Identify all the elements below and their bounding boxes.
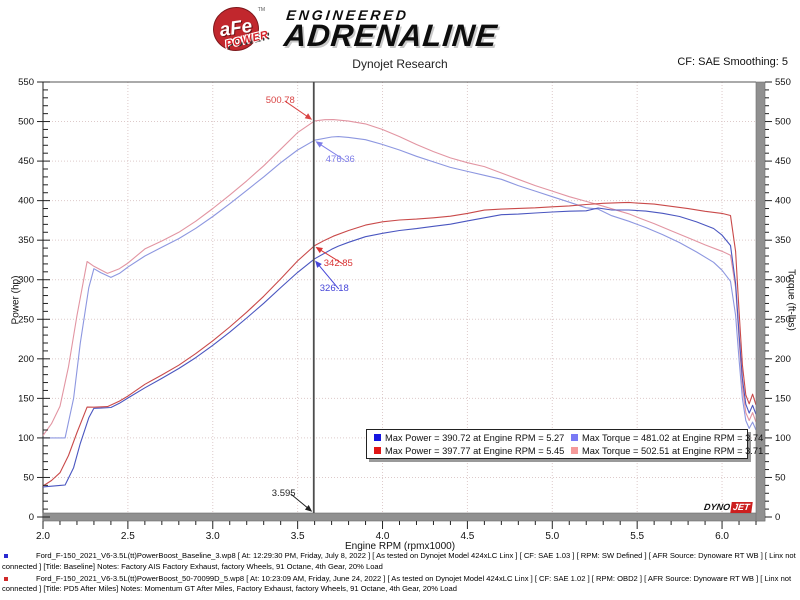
legend-swatch-lightblue bbox=[571, 434, 578, 441]
legend-item-max-power-baseline: Max Power = 390.72 at Engine RPM = 5.27 bbox=[374, 433, 571, 443]
smoothing-setting-label: CF: SAE Smoothing: 5 bbox=[677, 56, 788, 68]
legend-label: Max Power = 390.72 at Engine RPM = 5.27 bbox=[385, 432, 565, 443]
cursor-value-label: 342.85 bbox=[323, 257, 353, 269]
trademark-mark: TM bbox=[257, 7, 265, 13]
afe-power-badge: aFe TM POWER bbox=[210, 4, 270, 54]
right-tick-label: 350 bbox=[775, 235, 791, 246]
run-info-block: Ford_F-150_2021_V6-3.5L(tt)PowerBoost_Ba… bbox=[2, 551, 797, 596]
left-tick-label: 100 bbox=[18, 433, 34, 444]
right-axis-bar bbox=[755, 81, 766, 522]
annotation-arrow bbox=[319, 249, 344, 265]
right-tick-label: 0 bbox=[775, 512, 780, 523]
x-tick-label: 4.5 bbox=[460, 531, 474, 542]
legend-swatch-pink bbox=[571, 447, 578, 454]
run-info-baseline: Ford_F-150_2021_V6-3.5L(tt)PowerBoost_Ba… bbox=[2, 551, 797, 573]
x-tick-label: 5.5 bbox=[630, 531, 644, 542]
legend-item-max-torque-baseline: Max Torque = 481.02 at Engine RPM = 3.74 bbox=[571, 433, 763, 443]
x-tick-label: 3.5 bbox=[291, 531, 305, 542]
right-tick-label: 200 bbox=[775, 354, 791, 365]
annotation-arrow bbox=[284, 100, 309, 118]
series-line-pd5-torque-ft-lbs- bbox=[42, 119, 757, 436]
right-tick-label: 50 bbox=[775, 472, 786, 483]
x-tick-label: 4.0 bbox=[376, 531, 390, 542]
legend-label: Max Torque = 481.02 at Engine RPM = 3.74 bbox=[582, 432, 764, 443]
annotation-arrowhead bbox=[304, 113, 313, 120]
legend-item-max-power-pd5: Max Power = 397.77 at Engine RPM = 5.45 bbox=[374, 446, 571, 456]
dynojet-logo-dyno: DYNO bbox=[703, 502, 731, 512]
cursor-value-label: 500.78 bbox=[265, 94, 295, 106]
legend-swatch-red bbox=[374, 447, 381, 454]
left-tick-label: 0 bbox=[29, 512, 34, 523]
right-tick-label: 400 bbox=[775, 196, 791, 207]
x-axis-label-rpm: Engine RPM (rpmx1000) bbox=[344, 541, 456, 552]
legend-label: Max Power = 397.77 at Engine RPM = 5.45 bbox=[385, 445, 565, 456]
annotation-arrow bbox=[317, 264, 340, 290]
annotation-arrow bbox=[290, 493, 309, 509]
annotation-arrow bbox=[319, 143, 346, 161]
dynojet-logo-jet: JET bbox=[730, 502, 753, 513]
left-tick-label: 50 bbox=[23, 472, 34, 483]
right-tick-label: 500 bbox=[775, 117, 791, 128]
left-tick-label: 300 bbox=[18, 275, 34, 286]
run-info-text: Ford_F-150_2021_V6-3.5L(tt)PowerBoost_50… bbox=[2, 573, 792, 594]
left-tick-label: 150 bbox=[18, 393, 34, 404]
run-info-pd5: Ford_F-150_2021_V6-3.5L(tt)PowerBoost_50… bbox=[2, 574, 797, 596]
x-tick-label: 6.0 bbox=[715, 531, 729, 542]
run-bullet-blue bbox=[4, 554, 8, 558]
legend-item-max-torque-pd5: Max Torque = 502.51 at Engine RPM = 3.71 bbox=[571, 446, 763, 456]
x-tick-label: 2.0 bbox=[36, 531, 50, 542]
right-tick-label: 550 bbox=[775, 77, 791, 88]
dyno-plot-area: 0 0 50 50 100 100 150 150 200 200 250 250 300 300 350 3… bbox=[18, 77, 791, 542]
series-line-baseline-power-hp- bbox=[42, 207, 757, 488]
series-line-pd5-power-hp- bbox=[42, 201, 757, 487]
right-tick-label: 300 bbox=[775, 275, 791, 286]
left-tick-label: 200 bbox=[18, 354, 34, 365]
left-tick-label: 500 bbox=[18, 117, 34, 128]
x-tick-label: 5.0 bbox=[545, 531, 559, 542]
cursor-value-label: 3.595 bbox=[271, 488, 296, 499]
right-tick-label: 450 bbox=[775, 156, 791, 167]
left-tick-label: 450 bbox=[18, 156, 34, 167]
legend-label: Max Torque = 502.51 at Engine RPM = 3.71 bbox=[582, 445, 764, 456]
left-tick-label: 350 bbox=[18, 235, 34, 246]
bottom-axis-bar bbox=[42, 512, 766, 522]
right-tick-label: 100 bbox=[775, 433, 791, 444]
left-tick-label: 550 bbox=[18, 77, 34, 88]
legend-box[interactable]: Max Power = 390.72 at Engine RPM = 5.27 … bbox=[366, 429, 763, 459]
legend-swatch-blue bbox=[374, 434, 381, 441]
page-title: Dynojet Research bbox=[352, 57, 448, 71]
cursor-value-label: 476.36 bbox=[325, 154, 355, 166]
x-tick-label: 3.0 bbox=[206, 531, 220, 542]
run-info-text: Ford_F-150_2021_V6-3.5L(tt)PowerBoost_Ba… bbox=[2, 551, 796, 571]
right-tick-label: 150 bbox=[775, 393, 791, 404]
x-tick-label: 2.5 bbox=[121, 531, 135, 542]
run-bullet-red bbox=[4, 576, 8, 581]
annotation-arrowhead bbox=[315, 141, 323, 148]
dynojet-logo: DYNO JET bbox=[703, 502, 753, 513]
left-tick-label: 250 bbox=[18, 314, 34, 325]
annotation-arrowhead bbox=[315, 260, 322, 268]
annotation-arrowhead bbox=[315, 246, 323, 254]
annotation-arrowhead bbox=[304, 505, 313, 512]
series-line-baseline-torque-ft-lbs- bbox=[43, 136, 757, 439]
left-tick-label: 400 bbox=[18, 196, 34, 207]
right-tick-label: 250 bbox=[775, 314, 791, 325]
cursor-value-label: 326.18 bbox=[319, 283, 349, 295]
